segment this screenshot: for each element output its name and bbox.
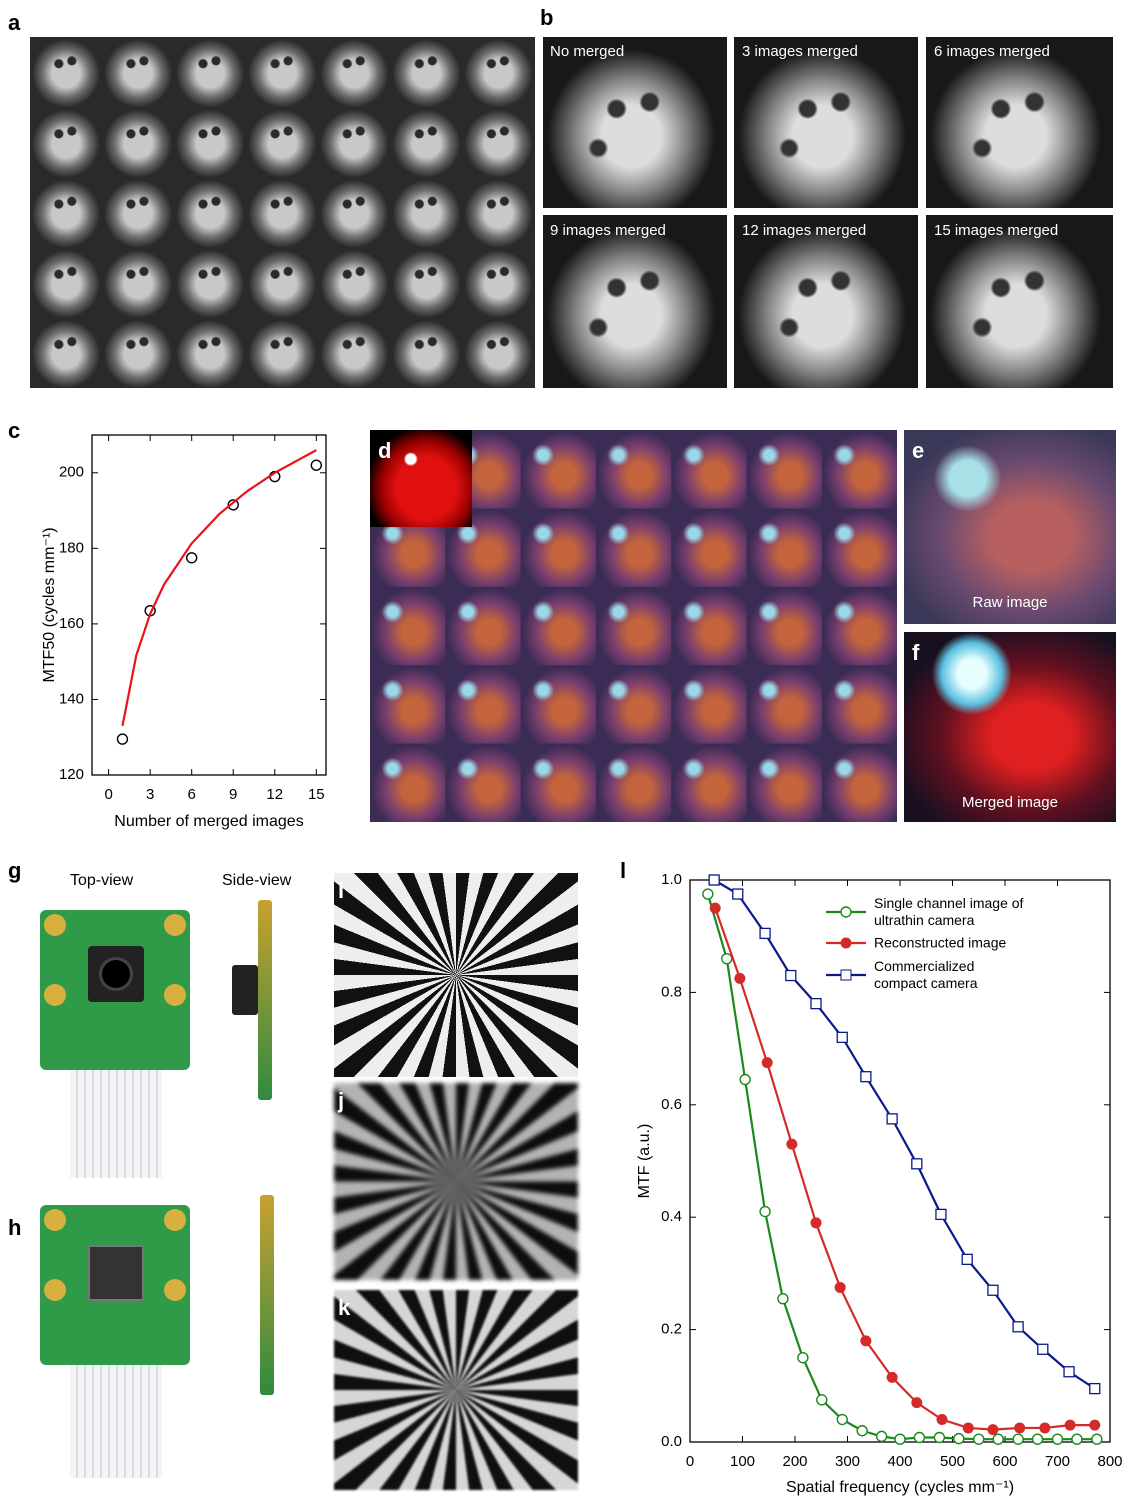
data-point (936, 1209, 946, 1219)
data-point (760, 928, 770, 938)
y-tick-label: 140 (59, 690, 84, 707)
x-axis-label: Number of merged images (114, 813, 303, 830)
data-point (1072, 1434, 1082, 1444)
x-tick-label: 200 (782, 1453, 807, 1470)
y-tick-label: 120 (59, 766, 84, 783)
data-point (837, 1415, 847, 1425)
legend-marker (841, 938, 852, 949)
x-tick-label: 6 (188, 786, 196, 803)
legend-label: Commercialized compact camera (874, 958, 1024, 992)
x-tick-label: 3 (146, 786, 154, 803)
data-point (987, 1424, 998, 1435)
data-point (835, 1282, 846, 1293)
data-point (786, 1139, 797, 1150)
y-tick-label: 0.8 (661, 983, 682, 1000)
data-point (811, 999, 821, 1009)
data-point (912, 1159, 922, 1169)
data-point (1013, 1322, 1023, 1332)
data-point (1090, 1384, 1100, 1394)
data-point (1014, 1422, 1025, 1433)
data-point (934, 1433, 944, 1443)
data-point (1039, 1422, 1050, 1433)
data-point (762, 1057, 773, 1068)
y-tick-label: 200 (59, 464, 84, 481)
data-point (962, 1254, 972, 1264)
data-point (1053, 1434, 1063, 1444)
data-point (963, 1422, 974, 1433)
data-point (1033, 1434, 1043, 1444)
data-point (778, 1294, 788, 1304)
y-tick-label: 0.0 (661, 1433, 682, 1450)
data-point (911, 1397, 922, 1408)
data-point (1089, 1420, 1100, 1431)
x-tick-label: 800 (1097, 1453, 1122, 1470)
y-tick-label: 0.6 (661, 1096, 682, 1113)
data-point (877, 1431, 887, 1441)
data-point (988, 1285, 998, 1295)
y-axis-label: MTF (a.u.) (636, 1124, 653, 1199)
data-point (786, 971, 796, 981)
data-point (703, 889, 713, 899)
data-point (887, 1114, 897, 1124)
x-tick-label: 500 (940, 1453, 965, 1470)
y-tick-label: 180 (59, 539, 84, 556)
y-tick-label: 1.0 (661, 871, 682, 888)
x-axis-label: Spatial frequency (cycles mm⁻¹) (786, 1479, 1014, 1496)
data-point (1013, 1434, 1023, 1444)
data-point (811, 1217, 822, 1228)
data-point (740, 1075, 750, 1085)
data-point (860, 1335, 871, 1346)
data-point (817, 1395, 827, 1405)
x-tick-label: 15 (308, 786, 325, 803)
data-point (937, 1414, 948, 1425)
data-point (954, 1434, 964, 1444)
plot-frame (92, 435, 326, 775)
x-tick-label: 9 (229, 786, 237, 803)
x-tick-label: 400 (887, 1453, 912, 1470)
y-tick-label: 0.4 (661, 1208, 682, 1225)
charts: 0 3 6 9 12 15 120 140 160 180 200 Number of merged … (0, 0, 1129, 1499)
data-point (861, 1072, 871, 1082)
data-point (887, 1372, 898, 1383)
data-point (798, 1353, 808, 1363)
data-point (311, 460, 321, 470)
legend-label: Reconstructed image (874, 935, 1024, 952)
data-point (734, 973, 745, 984)
x-tick-label: 600 (992, 1453, 1017, 1470)
x-tick-label: 0 (104, 786, 112, 803)
data-point (710, 903, 721, 914)
data-point (760, 1207, 770, 1217)
data-point (974, 1434, 984, 1444)
data-point (722, 954, 732, 964)
legend-label: Single channel image of ultrathin camera (874, 895, 1024, 929)
data-point (1064, 1367, 1074, 1377)
x-tick-label: 300 (835, 1453, 860, 1470)
data-point (914, 1433, 924, 1443)
x-tick-label: 700 (1045, 1453, 1070, 1470)
x-tick-label: 12 (266, 786, 283, 803)
data-point (187, 553, 197, 563)
y-axis-label: MTF50 (cycles mm⁻¹) (41, 527, 58, 682)
figure: a b c g h l No merged 3 images merged 6 … (0, 0, 1129, 1499)
data-point (1038, 1344, 1048, 1354)
x-tick-label: 0 (686, 1453, 694, 1470)
data-point (733, 889, 743, 899)
x-tick-label: 100 (730, 1453, 755, 1470)
y-tick-label: 0.2 (661, 1321, 682, 1338)
data-point (895, 1434, 905, 1444)
data-point (709, 875, 719, 885)
data-point (857, 1426, 867, 1436)
data-line (714, 880, 1095, 1389)
legend-marker (841, 970, 851, 980)
data-point (1065, 1420, 1076, 1431)
data-point (993, 1434, 1003, 1444)
data-point (1092, 1434, 1102, 1444)
data-line (122, 450, 316, 726)
data-point (837, 1032, 847, 1042)
legend-marker (841, 907, 851, 917)
y-tick-label: 160 (59, 615, 84, 632)
data-point (117, 734, 127, 744)
